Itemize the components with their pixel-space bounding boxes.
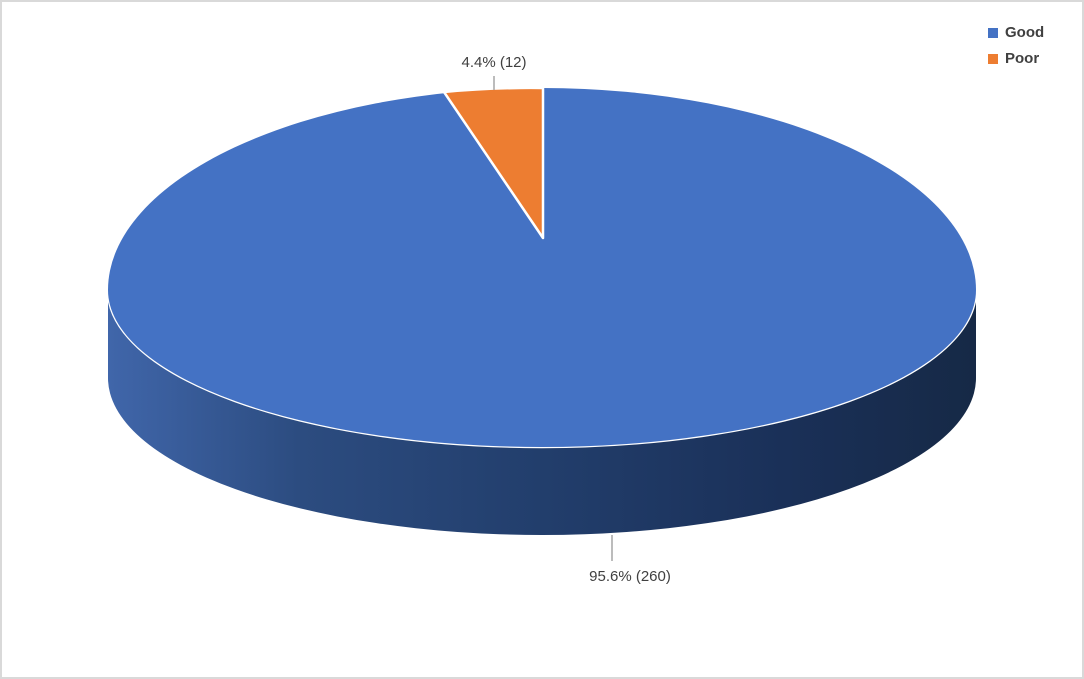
data-label-poor: 4.4% (12): [461, 54, 527, 71]
legend-swatch-poor-icon: [988, 53, 998, 64]
data-label-good: 95.6% (260): [589, 568, 671, 585]
legend-item-good[interactable]: Good: [988, 23, 1044, 42]
pie-slice-good[interactable]: [108, 88, 976, 447]
pie-side-wall: [108, 290, 976, 535]
legend-label-poor: Poor: [1005, 50, 1040, 67]
legend-label-good: Good: [1005, 24, 1045, 41]
legend-swatch-good-icon: [988, 27, 998, 38]
legend: Good Poor: [988, 23, 1044, 68]
legend-item-poor[interactable]: Poor: [988, 49, 1044, 68]
